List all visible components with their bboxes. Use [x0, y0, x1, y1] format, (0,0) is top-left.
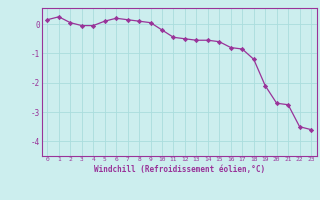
- X-axis label: Windchill (Refroidissement éolien,°C): Windchill (Refroidissement éolien,°C): [94, 165, 265, 174]
